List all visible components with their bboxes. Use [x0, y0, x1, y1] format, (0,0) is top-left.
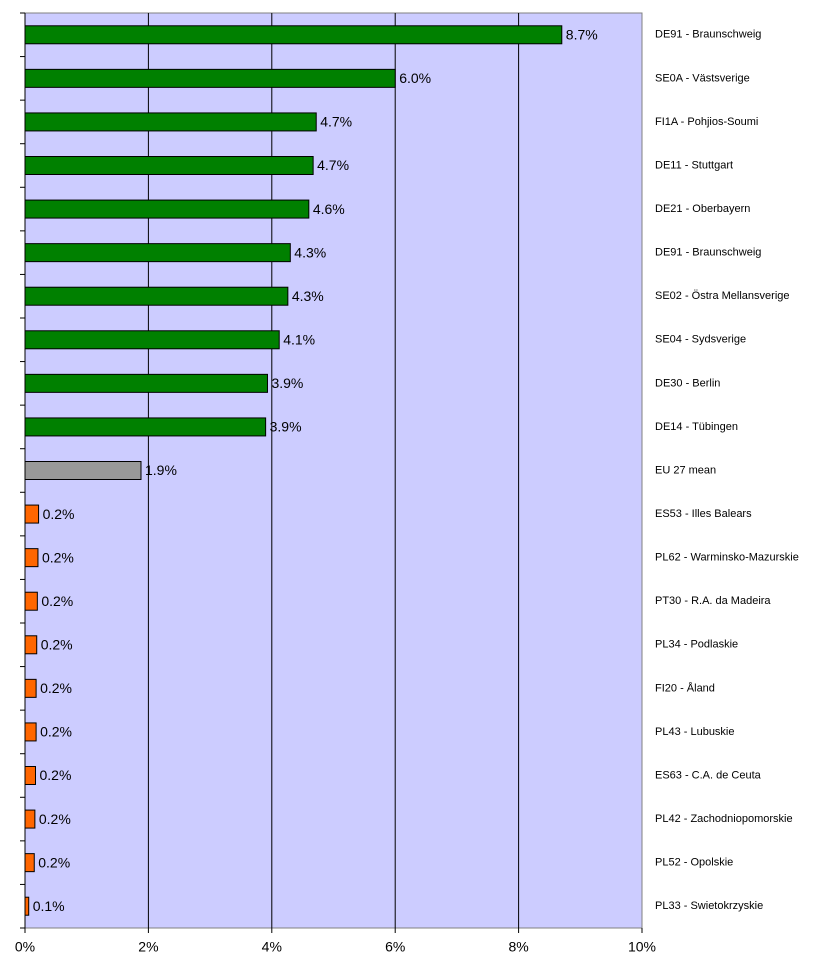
data-label: 0.1% — [33, 898, 65, 914]
category-label: FI20 - Åland — [655, 681, 715, 694]
bar — [24, 286, 289, 306]
bar — [24, 243, 291, 263]
bar — [24, 25, 563, 45]
data-label: 4.1% — [283, 331, 315, 347]
category-label: PL62 - Warminsko-Mazurskie — [655, 552, 799, 564]
bar — [24, 373, 268, 393]
category-label: EU 27 mean — [655, 464, 716, 476]
data-label: 0.2% — [39, 811, 71, 827]
bar — [24, 417, 267, 437]
data-label: 4.3% — [292, 288, 324, 304]
x-tick-label: 4% — [262, 939, 282, 954]
data-label: 0.2% — [39, 767, 71, 783]
bar — [24, 678, 37, 698]
data-label: 0.2% — [40, 724, 72, 740]
data-label: 6.0% — [399, 70, 431, 86]
bar — [24, 504, 40, 524]
bar — [24, 635, 38, 655]
category-label: DE91 - Braunschweig — [655, 29, 761, 41]
category-label: ES53 - Illes Balears — [655, 508, 752, 520]
bar — [24, 548, 39, 568]
category-label: DE91 - Braunschweig — [655, 247, 761, 259]
bar — [24, 766, 36, 785]
category-label: PL42 - Zachodniopomorskie — [655, 813, 793, 825]
data-label: 0.2% — [38, 854, 70, 870]
bar — [24, 809, 36, 829]
category-label: SE04 - Sydsverige — [655, 334, 746, 346]
bar — [24, 591, 38, 611]
data-label: 0.2% — [42, 549, 74, 565]
bar — [24, 461, 142, 480]
category-label: PL33 - Swietokrzyskie — [655, 900, 763, 912]
data-label: 4.7% — [320, 114, 352, 130]
data-label: 0.2% — [41, 593, 73, 609]
category-label: PL34 - Podlaskie — [655, 639, 738, 651]
x-tick-label: 0% — [15, 939, 35, 954]
bar — [24, 68, 396, 88]
data-label: 4.6% — [313, 201, 345, 217]
category-label: SE0A - Västsverige — [655, 72, 750, 84]
data-label: 4.3% — [294, 244, 326, 260]
bar — [24, 112, 317, 132]
category-label: PL52 - Opolskie — [655, 857, 733, 869]
data-label: 0.2% — [43, 506, 75, 522]
category-label: DE11 - Stuttgart — [655, 159, 733, 171]
bar — [24, 156, 314, 175]
data-label: 4.7% — [317, 157, 349, 173]
data-label: 8.7% — [566, 26, 598, 42]
bar — [24, 330, 280, 350]
category-label: FI1A - Pohjios-Soumi — [655, 116, 758, 128]
category-label: DE21 - Oberbayern — [655, 203, 750, 215]
data-label: 0.2% — [41, 636, 73, 652]
category-label: DE14 - Tübingen — [655, 421, 738, 433]
bar — [24, 853, 35, 873]
x-tick-label: 6% — [385, 939, 405, 954]
data-label: 1.9% — [145, 462, 177, 478]
bar — [24, 896, 30, 916]
x-tick-label: 8% — [508, 939, 528, 954]
data-label: 3.9% — [271, 375, 303, 391]
bar — [24, 199, 310, 219]
category-label: DE30 - Berlin — [655, 377, 720, 389]
data-label: 0.2% — [40, 680, 72, 696]
category-label: SE02 - Östra Mellansverige — [655, 290, 790, 302]
x-tick-label: 10% — [628, 939, 656, 954]
data-label: 3.9% — [270, 419, 302, 435]
category-label: ES63 - C.A. de Ceuta — [655, 769, 762, 781]
x-tick-label: 2% — [138, 939, 158, 954]
category-label: PT30 - R.A. da Madeira — [655, 595, 771, 607]
bar — [24, 722, 37, 742]
category-label: PL43 - Lubuskie — [655, 726, 735, 738]
